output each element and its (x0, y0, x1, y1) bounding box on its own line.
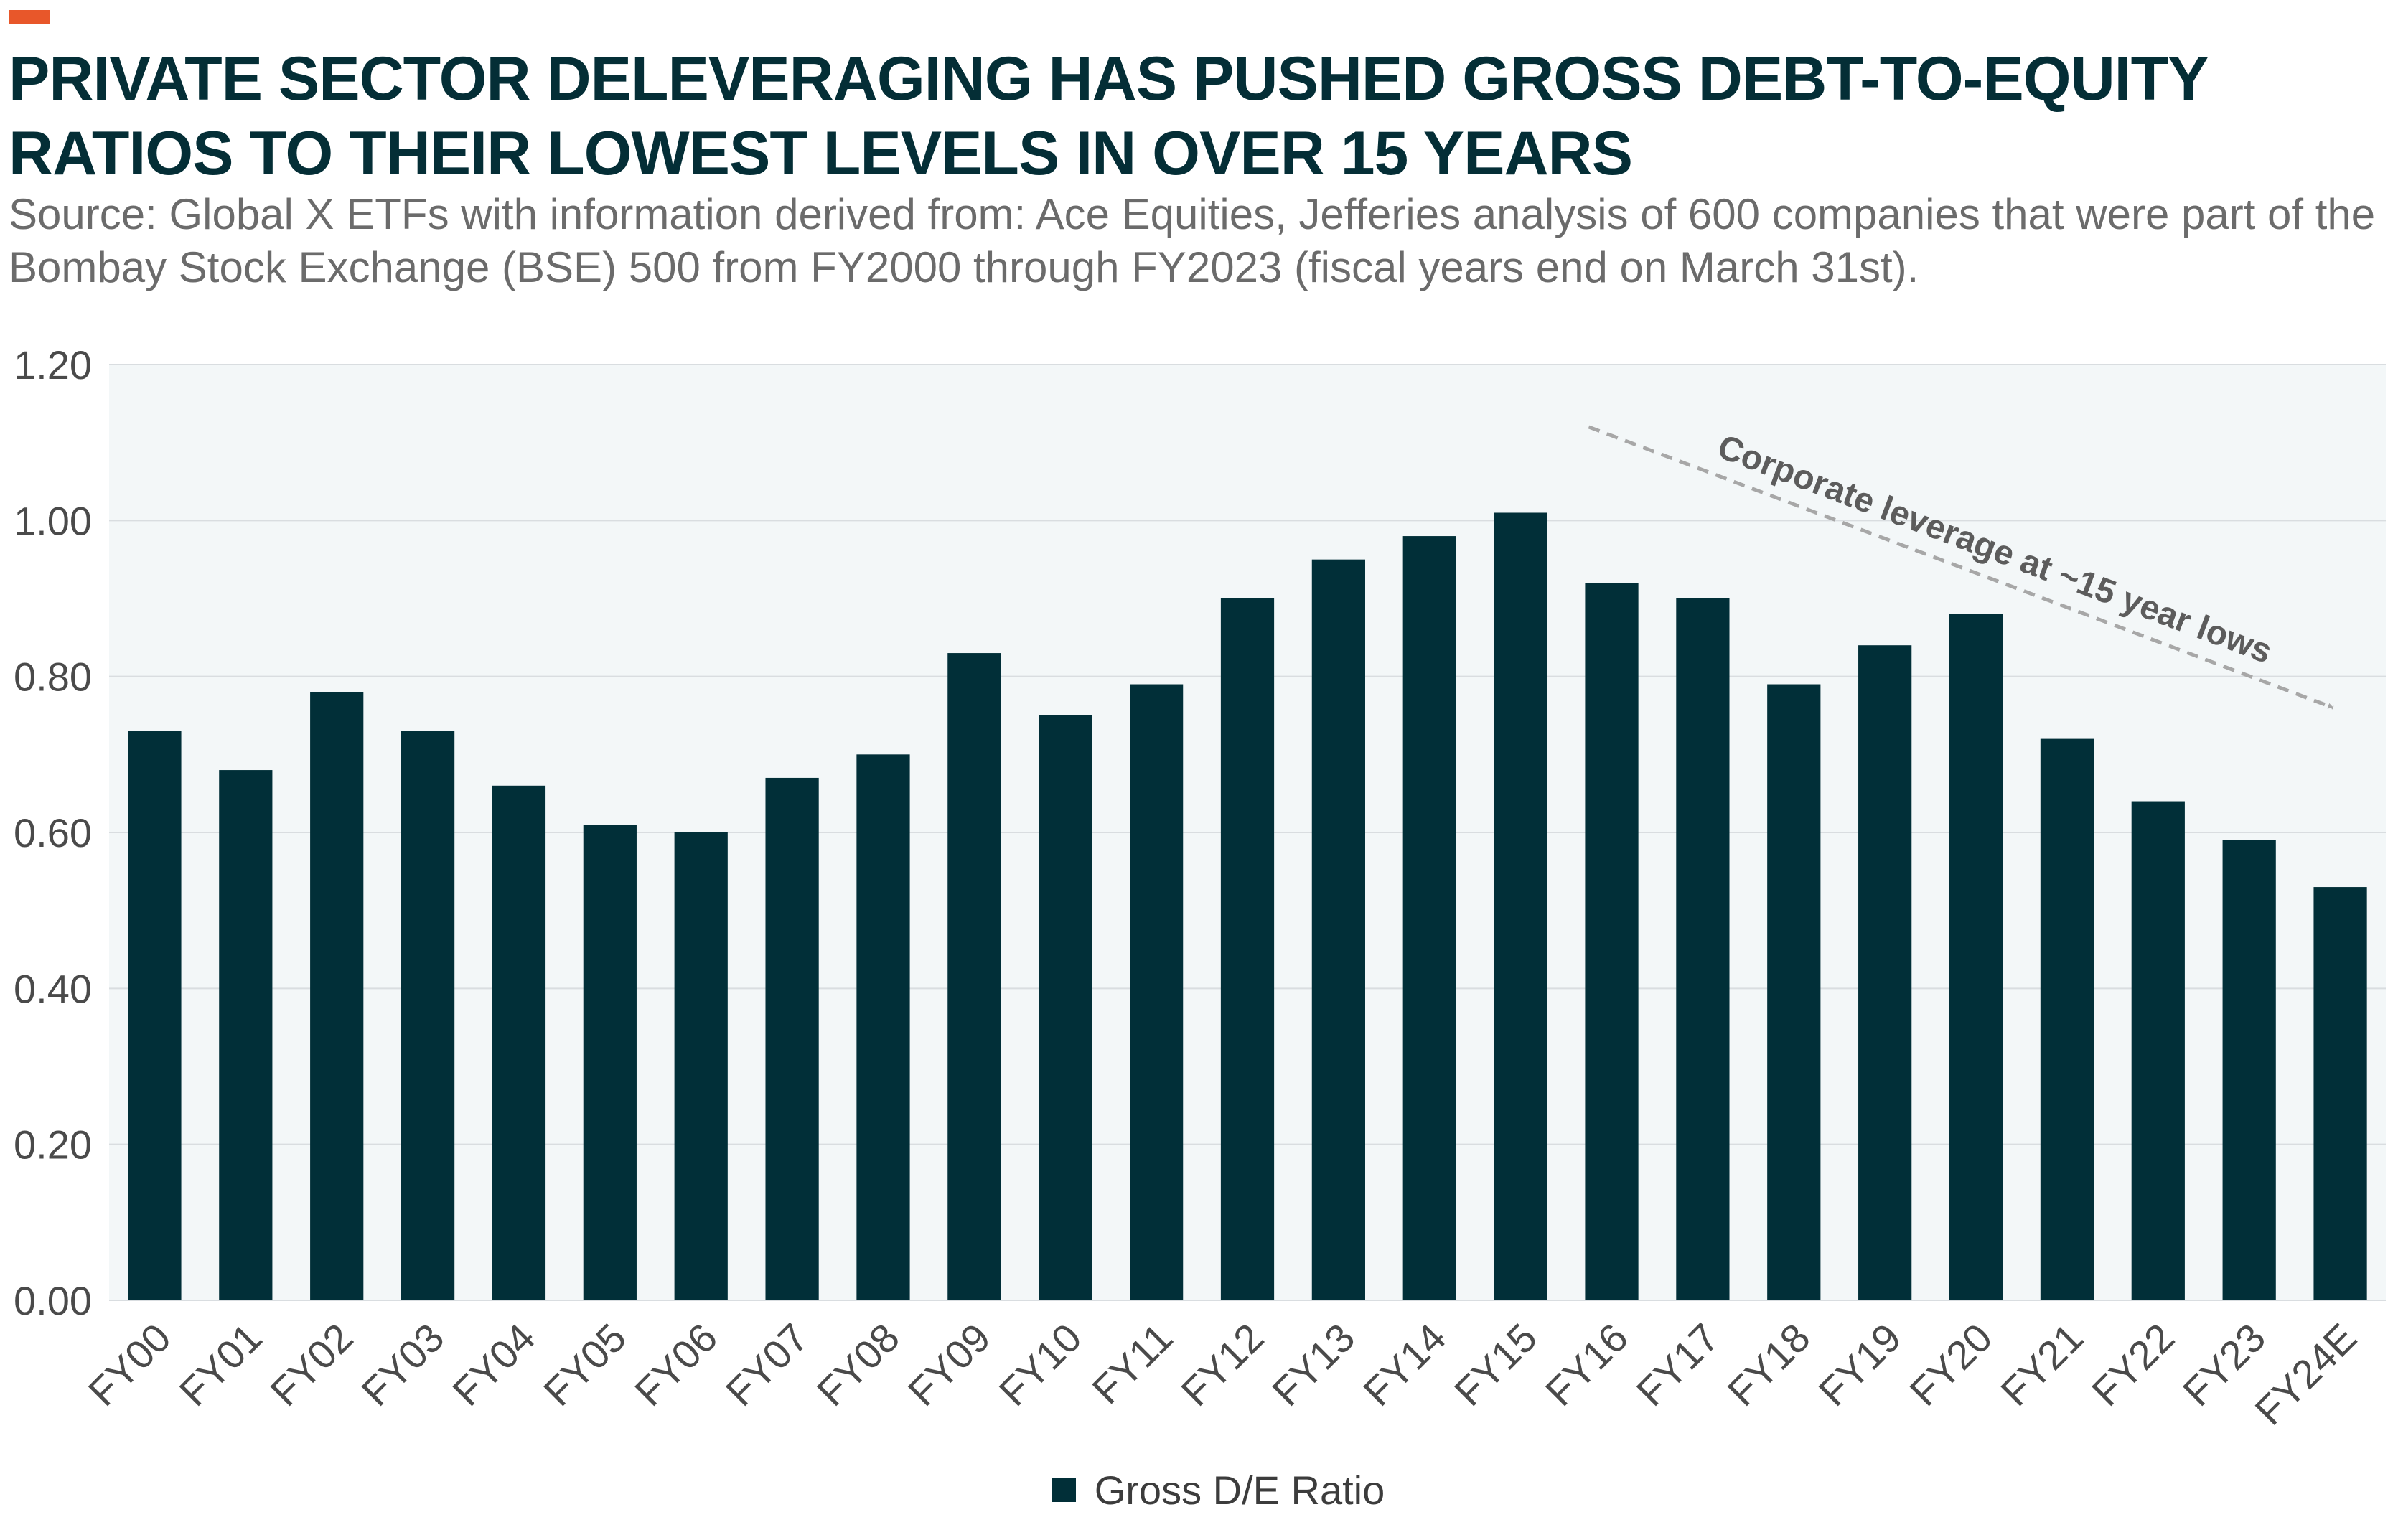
y-tick-label: 0.40 (14, 966, 92, 1011)
bar (219, 770, 273, 1300)
bar (583, 825, 637, 1300)
x-tick-label: FY00 (80, 1315, 179, 1414)
bar (1585, 583, 1639, 1300)
bar (492, 785, 546, 1300)
bar (1039, 715, 1092, 1300)
legend-label: Gross D/E Ratio (1094, 1467, 1385, 1513)
bar (401, 731, 455, 1300)
bar (1858, 645, 1912, 1300)
x-tick-label: FY11 (1083, 1315, 1181, 1412)
bar (765, 777, 819, 1300)
x-tick-label: FY20 (1901, 1315, 2000, 1414)
bar (1494, 512, 1547, 1300)
x-tick-label: FY10 (991, 1315, 1090, 1414)
x-tick-label: FY18 (1719, 1315, 1819, 1414)
y-tick-label: 0.20 (14, 1122, 92, 1168)
x-tick-label: FY17 (1628, 1315, 1728, 1414)
x-tick-label: FY08 (808, 1315, 908, 1414)
chart-title: PRIVATE SECTOR DELEVERAGING HAS PUSHED G… (9, 44, 2208, 188)
y-tick-label: 0.60 (14, 810, 92, 855)
x-tick-label: FY01 (171, 1315, 271, 1414)
trend-arrow (1588, 425, 2334, 710)
x-axis-ticks: FY00FY01FY02FY03FY04FY05FY06FY07FY08FY09… (80, 1315, 2365, 1434)
y-tick-label: 0.80 (14, 654, 92, 700)
bar (1311, 559, 1365, 1300)
bar (947, 653, 1001, 1300)
x-tick-label: FY03 (352, 1315, 452, 1414)
x-tick-label: FY15 (1446, 1315, 1545, 1414)
x-tick-label: FY12 (1172, 1315, 1272, 1414)
bar (1402, 536, 1456, 1300)
bar (2131, 801, 2185, 1300)
bar (856, 754, 910, 1300)
legend-swatch (1051, 1478, 1076, 1502)
y-axis-ticks: 0.00 0.20 0.40 0.60 0.80 1.00 1.20 (14, 342, 92, 1323)
x-tick-label: FY16 (1537, 1315, 1636, 1414)
bar (1676, 598, 1730, 1300)
y-tick-label: 0.00 (14, 1278, 92, 1323)
bar (128, 731, 182, 1300)
bar (1767, 684, 1821, 1300)
x-tick-label: FY05 (535, 1315, 634, 1414)
x-tick-label: FY04 (444, 1315, 543, 1414)
legend-item: Gross D/E Ratio (1051, 1467, 1385, 1513)
bar (1130, 684, 1184, 1300)
bar (310, 692, 364, 1300)
bar (2313, 887, 2367, 1300)
x-tick-label: FY02 (261, 1315, 361, 1414)
x-tick-label: FY06 (626, 1315, 726, 1414)
x-tick-label: FY09 (899, 1315, 999, 1414)
x-tick-label: FY22 (2083, 1315, 2183, 1414)
x-tick-label: FY24E (2246, 1315, 2365, 1434)
bar (2040, 738, 2094, 1300)
y-tick-label: 1.00 (14, 498, 92, 543)
x-tick-label: FY13 (1263, 1315, 1363, 1414)
chart-source: Source: Global X ETFs with information d… (9, 190, 2376, 291)
legend: Gross D/E Ratio (0, 1461, 2393, 1518)
bar (1949, 614, 2003, 1300)
bar (2222, 840, 2276, 1300)
x-tick-label: FY07 (717, 1315, 817, 1414)
bar (1220, 598, 1275, 1300)
bars (128, 512, 2367, 1300)
y-tick-label: 1.20 (14, 342, 92, 388)
x-tick-label: FY14 (1354, 1315, 1454, 1414)
bar (674, 832, 728, 1300)
x-tick-label: FY21 (1992, 1315, 2092, 1414)
accent-bar (9, 10, 50, 24)
x-tick-label: FY19 (1809, 1315, 1909, 1414)
